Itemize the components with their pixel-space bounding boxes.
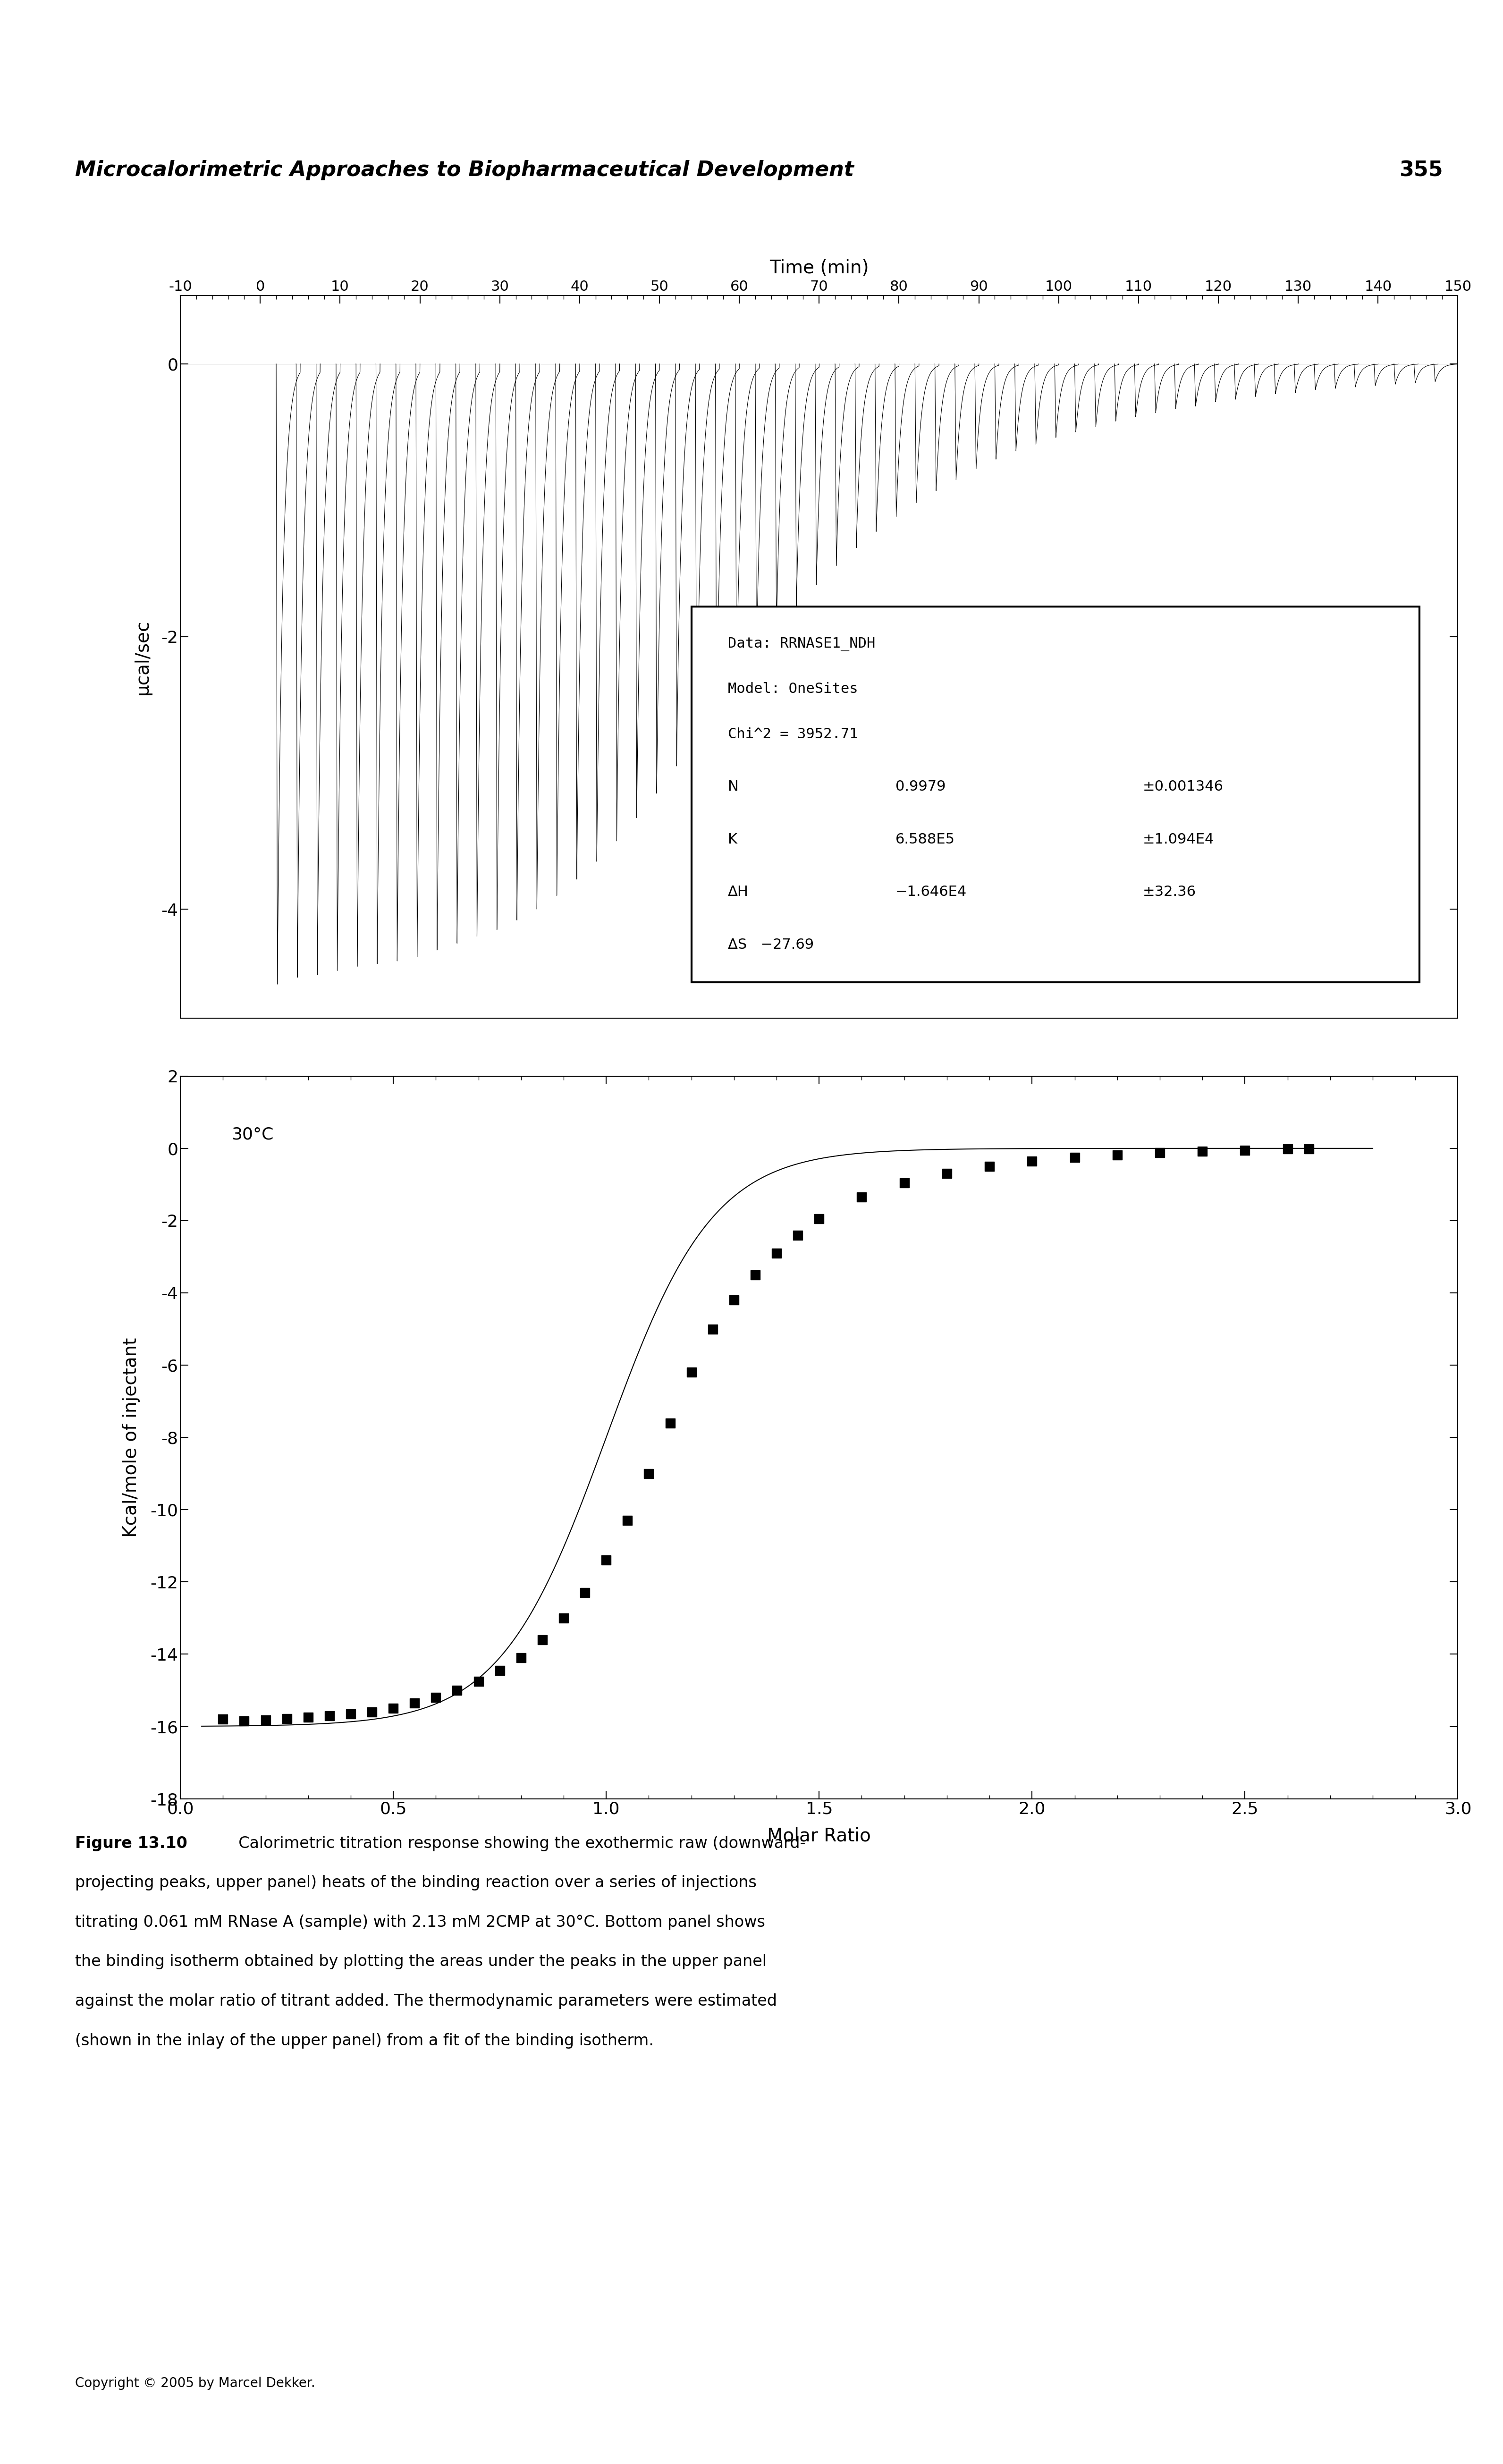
Y-axis label: μcal/sec: μcal/sec bbox=[134, 618, 152, 695]
Text: 355: 355 bbox=[1399, 160, 1443, 180]
Text: Copyright © 2005 by Marcel Dekker.: Copyright © 2005 by Marcel Dekker. bbox=[75, 2378, 316, 2390]
Text: against the molar ratio of titrant added. The thermodynamic parameters were esti: against the molar ratio of titrant added… bbox=[75, 1993, 777, 2008]
Text: (shown in the inlay of the upper panel) from a fit of the binding isotherm.: (shown in the inlay of the upper panel) … bbox=[75, 2033, 654, 2048]
Text: titrating 0.061 mΜ RNase A (sample) with 2.13 mΜ 2CMP at 30°C. Bottom panel show: titrating 0.061 mΜ RNase A (sample) with… bbox=[75, 1915, 765, 1929]
Text: Microcalorimetric Approaches to Biopharmaceutical Development: Microcalorimetric Approaches to Biopharm… bbox=[75, 160, 854, 180]
Text: the binding isotherm obtained by plotting the areas under the peaks in the upper: the binding isotherm obtained by plottin… bbox=[75, 1954, 767, 1969]
Y-axis label: Kcal/mole of injectant: Kcal/mole of injectant bbox=[122, 1338, 140, 1538]
Text: Calorimetric titration response showing the exothermic raw (downward-: Calorimetric titration response showing … bbox=[228, 1836, 806, 1850]
Text: 30°C: 30°C bbox=[231, 1126, 274, 1143]
Text: projecting peaks, upper panel) heats of the binding reaction over a series of in: projecting peaks, upper panel) heats of … bbox=[75, 1875, 756, 1890]
Text: Figure 13.10: Figure 13.10 bbox=[75, 1836, 188, 1850]
X-axis label: Molar Ratio: Molar Ratio bbox=[767, 1826, 872, 1846]
X-axis label: Time (min): Time (min) bbox=[770, 259, 869, 276]
